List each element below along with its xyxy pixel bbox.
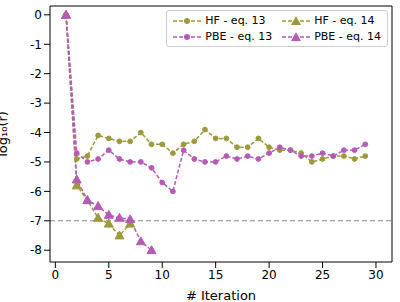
html-text:HF - eq. 14: HF - eq. 14 [314,14,375,27]
svg-text:0: 0 [52,268,60,282]
svg-text:-8: -8 [30,243,42,257]
svg-text:-6: -6 [30,185,42,199]
svg-text:-3: -3 [30,96,42,110]
svg-text:-7: -7 [30,214,42,228]
svg-text:10: 10 [155,268,170,282]
svg-text:-1: -1 [30,38,42,52]
svg-text:25: 25 [315,268,330,282]
html-text:PBE - eq. 14: PBE - eq. 14 [314,30,381,43]
html-text:HF - eq. 13: HF - eq. 13 [205,14,266,27]
svg-text:5: 5 [105,268,113,282]
svg-text:-5: -5 [30,155,42,169]
svg-text:log₁₀(r): log₁₀(r) [8,111,10,157]
svg-text:# Iteration: # Iteration [186,288,256,302]
svg-text:15: 15 [208,268,223,282]
svg-text:0: 0 [34,8,42,22]
svg-text:30: 30 [368,268,383,282]
html-text:PBE - eq. 13: PBE - eq. 13 [205,30,273,43]
svg-text:-2: -2 [30,67,42,81]
svg-text:20: 20 [261,268,276,282]
svg-text:-4: -4 [30,126,42,140]
